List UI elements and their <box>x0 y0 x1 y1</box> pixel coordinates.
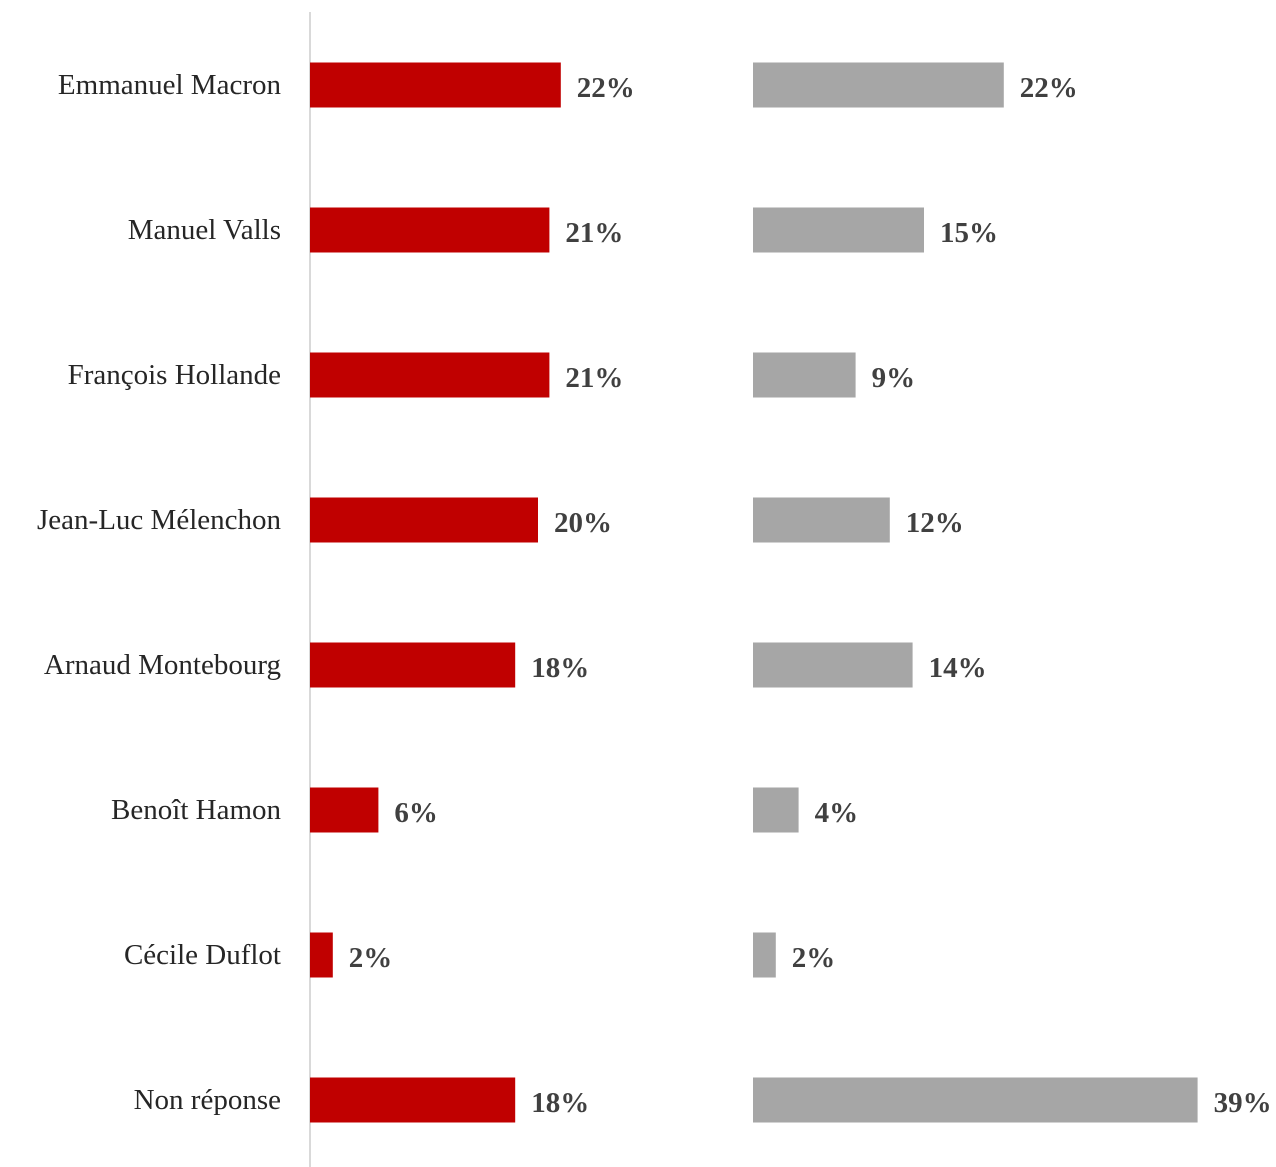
data-label-series-1: 6% <box>394 797 438 829</box>
data-label-series-2: 15% <box>940 217 998 249</box>
category-label: François Hollande <box>68 359 281 391</box>
category-label: Manuel Valls <box>128 214 281 246</box>
data-label-series-2: 2% <box>792 942 836 974</box>
bar-series-2 <box>753 787 799 833</box>
bar-series-2 <box>753 932 776 978</box>
bar-series-1 <box>310 932 333 978</box>
data-label-series-1: 18% <box>531 1087 589 1119</box>
data-label-series-2: 9% <box>872 362 916 394</box>
bar-series-1 <box>310 207 550 253</box>
category-labels: Emmanuel Macron Manuel Valls François Holl… <box>37 69 281 1116</box>
category-label: Jean-Luc Mélenchon <box>37 504 281 536</box>
data-label-series-1: 20% <box>554 507 612 539</box>
data-label-series-1: 21% <box>565 217 623 249</box>
data-label-series-2: 14% <box>929 652 987 684</box>
data-label-series-1: 21% <box>565 362 623 394</box>
bar-series-2 <box>753 642 913 688</box>
bar-series-2 <box>753 207 924 253</box>
value-labels: 22% 22% 21% 15% 21% 9% 20% 12% 18% 14% 6% 4% 2% 2% 18%… <box>349 72 1272 1119</box>
data-label-series-2: 12% <box>906 507 964 539</box>
bar-series-1 <box>310 352 550 398</box>
bars <box>310 62 1198 1123</box>
category-label: Emmanuel Macron <box>58 69 282 101</box>
category-label: Benoît Hamon <box>111 794 281 826</box>
bar-series-2 <box>753 352 856 398</box>
data-label-series-1: 22% <box>577 72 635 104</box>
data-label-series-2: 39% <box>1214 1087 1272 1119</box>
data-label-series-2: 22% <box>1020 72 1078 104</box>
data-label-series-1: 18% <box>531 652 589 684</box>
bar-series-2 <box>753 1077 1198 1123</box>
category-label: Cécile Duflot <box>124 939 281 971</box>
data-label-series-1: 2% <box>349 942 393 974</box>
bar-series-1 <box>310 787 379 833</box>
bar-series-1 <box>310 497 538 543</box>
bar-series-1 <box>310 62 561 108</box>
data-label-series-2: 4% <box>815 797 859 829</box>
bar-series-1 <box>310 1077 516 1123</box>
bar-series-2 <box>753 62 1004 108</box>
category-label: Arnaud Montebourg <box>44 649 281 681</box>
bar-series-1 <box>310 642 516 688</box>
category-label: Non réponse <box>134 1084 281 1116</box>
bar-series-2 <box>753 497 890 543</box>
